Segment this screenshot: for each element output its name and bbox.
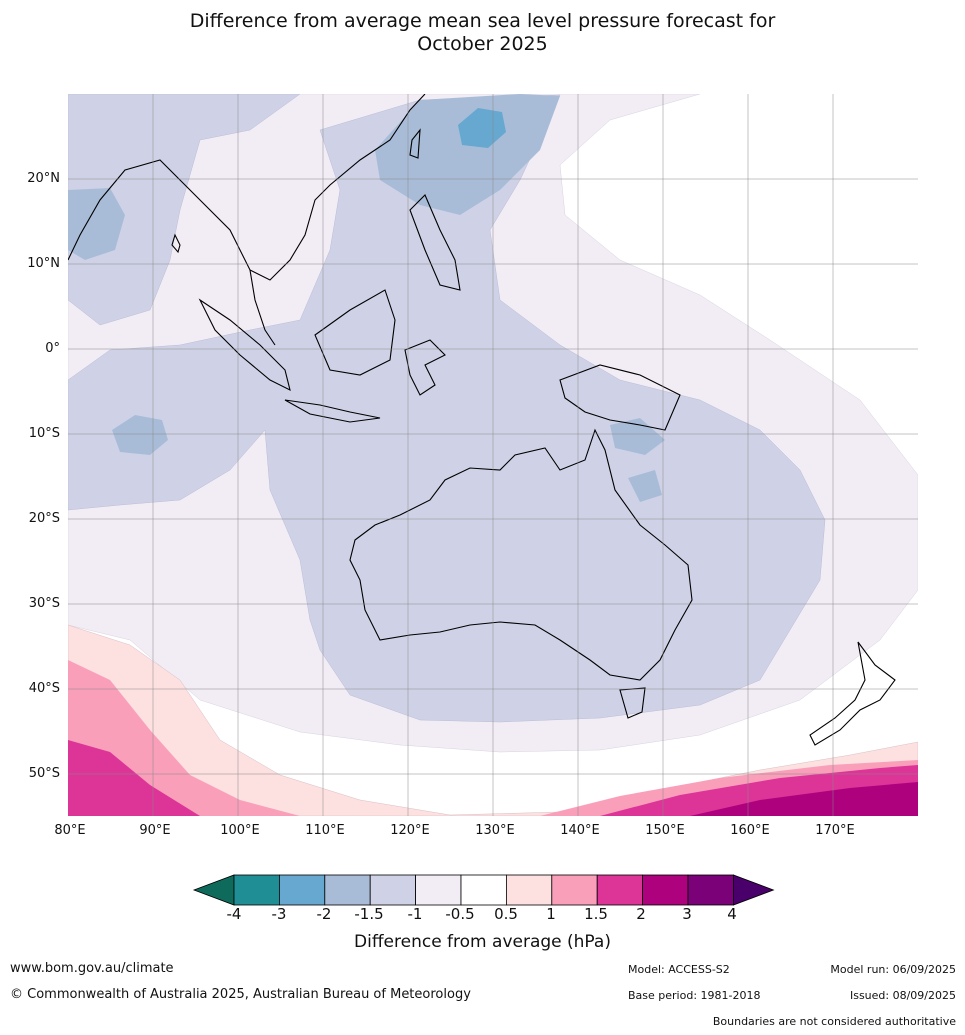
lat-label-30s: 30°S: [28, 596, 60, 611]
anomaly-region-neg2: [458, 108, 506, 148]
colorbar-swatch-4: [369, 874, 417, 906]
borneo-coastline: [314, 289, 396, 376]
lat-label-10n: 10°N: [27, 256, 60, 271]
anomaly-region-neg15-c: [112, 415, 168, 455]
lon-label-110e: 110°E: [305, 823, 345, 838]
lat-label-20n: 20°N: [27, 171, 60, 186]
coastlines: [68, 94, 896, 746]
anomaly-region-neg15-e: [628, 470, 662, 502]
lon-label-150e: 150°E: [645, 823, 685, 838]
lon-label-100e: 100°E: [220, 823, 260, 838]
lon-label-140e: 140°E: [560, 823, 600, 838]
colorbar-swatch-8: [551, 874, 598, 906]
colorbar-tick-pos2: 2: [636, 905, 646, 923]
colorbar-tick-neg4: -4: [226, 905, 242, 923]
lat-label-equator: 0°: [45, 341, 60, 356]
colorbar-tick-pos1: 1: [546, 905, 556, 923]
lat-label-40s: 40°S: [28, 681, 60, 696]
anomaly-region-neg1-b: [68, 94, 826, 723]
colorbar-swatch-5: [415, 874, 462, 906]
java-coastline: [284, 399, 381, 423]
colorbar-title: Difference from average (hPa): [354, 932, 611, 952]
colorbar-swatch-1: [233, 874, 280, 906]
colorbar-tick-neg2: -2: [316, 905, 332, 923]
colorbar-tick-neg15: -1.5: [354, 905, 384, 923]
colorbar-extend-low: [192, 874, 235, 906]
colorbar-tick-neg1: -1: [407, 905, 423, 923]
footer-model-run: Model run: 06/09/2025: [830, 963, 956, 976]
colorbar-extend-high: [733, 874, 775, 906]
colorbar-tick-neg3: -3: [271, 905, 287, 923]
australia-coastline: [349, 428, 693, 681]
philippines-coastline: [409, 194, 461, 291]
sumatra-coastline: [198, 298, 291, 392]
colorbar-tick-pos05: 0.5: [494, 905, 518, 923]
colorbar-tick-pos4: 4: [727, 905, 737, 923]
colorbar-swatch-11: [687, 874, 734, 906]
lon-label-90e: 90°E: [139, 823, 171, 838]
anomaly-region-neg15: [375, 94, 560, 215]
colorbar-tick-pos15: 1.5: [584, 905, 608, 923]
title-line-1: Difference from average mean sea level p…: [189, 10, 776, 32]
new-zealand-coastline: [809, 641, 896, 746]
footer-url[interactable]: www.bom.gov.au/climate: [10, 961, 174, 976]
lon-label-170e: 170°E: [815, 823, 855, 838]
anomaly-region-pos15: [68, 740, 200, 816]
lon-label-130e: 130°E: [475, 823, 515, 838]
sulawesi-coastline: [404, 339, 446, 396]
lon-label-160e: 160°E: [730, 823, 770, 838]
colorbar-swatch-2: [278, 874, 326, 906]
tasmania-coastline: [619, 687, 646, 719]
colorbar-tick-pos3: 3: [682, 905, 692, 923]
footer-issued: Issued: 08/09/2025: [849, 989, 956, 1002]
colorbar-swatch-6: [460, 874, 507, 906]
anomaly-region-neg15-d: [610, 418, 665, 455]
colorbar-swatch-3: [324, 874, 371, 906]
title-line-2: October 2025: [417, 33, 548, 55]
new-guinea-coastline: [559, 364, 681, 431]
colorbar-swatch-7: [505, 874, 553, 906]
lat-label-20s: 20°S: [28, 511, 60, 526]
anomaly-region-pos2: [690, 782, 918, 816]
chart-title: Difference from average mean sea level p…: [0, 10, 965, 56]
malay-peninsula-coastline: [249, 269, 276, 346]
colorbar-tick-neg05: -0.5: [445, 905, 475, 923]
anomaly-region-neg15-b: [68, 188, 125, 260]
colorbar-swatches: [192, 874, 775, 906]
lon-label-80e: 80°E: [54, 823, 86, 838]
lat-label-10s: 10°S: [28, 426, 60, 441]
map-panel: [68, 94, 918, 816]
footer-model: Model: ACCESS-S2: [628, 963, 730, 976]
sri-lanka-coastline: [171, 233, 181, 254]
asia-coastline: [68, 94, 426, 281]
footer-disclaimer: Boundaries are not considered authoritat…: [712, 1015, 956, 1028]
lon-label-120e: 120°E: [390, 823, 430, 838]
colorbar-swatch-9: [596, 874, 644, 906]
colorbar-swatch-10: [642, 874, 689, 906]
taiwan-coastline: [409, 128, 421, 159]
lat-label-50s: 50°S: [28, 766, 60, 781]
graticule: [68, 94, 918, 816]
footer-base-period: Base period: 1981-2018: [628, 989, 761, 1002]
footer-copyright: © Commonwealth of Australia 2025, Austra…: [10, 987, 471, 1002]
